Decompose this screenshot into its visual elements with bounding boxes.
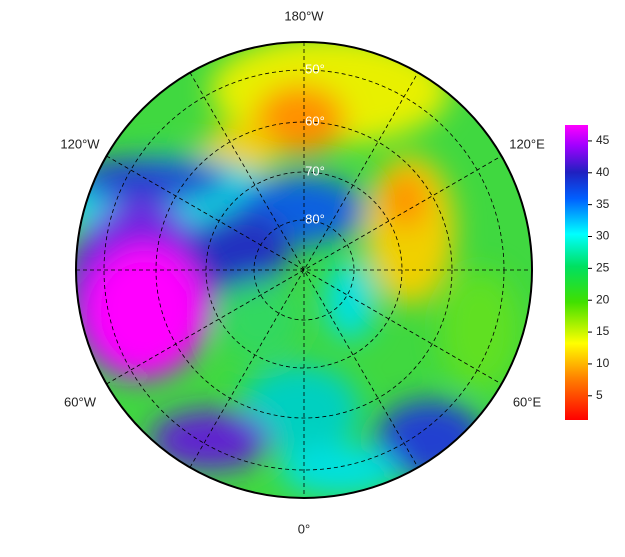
latitude-label: 80° [305,211,325,226]
colorbar [565,125,588,420]
longitude-label: 60°W [64,394,97,409]
longitude-label: 0° [298,521,310,536]
latitude-label: 50° [305,61,325,76]
colorbar-tick-label: 40 [596,165,610,179]
latitude-label: 60° [305,113,325,128]
longitude-label: 120°W [60,136,100,151]
colorbar-tick-label: 20 [596,292,610,306]
field [76,42,532,498]
meridian [189,72,419,468]
latitude-label: 70° [305,163,325,178]
longitude-label: 60°E [513,394,542,409]
colorbar-tick-label: 5 [596,388,603,402]
colorbar-tick-label: 30 [596,229,610,243]
longitude-label: 120°E [509,136,545,151]
graticule [76,42,532,498]
colorbar-tick-label: 45 [596,133,610,147]
colorbar-tick-label: 15 [596,324,610,338]
longitude-label: 180°W [284,8,324,23]
colorbar-tick-label: 35 [596,197,610,211]
colorbar-tick-label: 10 [596,356,610,370]
colorbar-tick-label: 25 [596,261,610,275]
